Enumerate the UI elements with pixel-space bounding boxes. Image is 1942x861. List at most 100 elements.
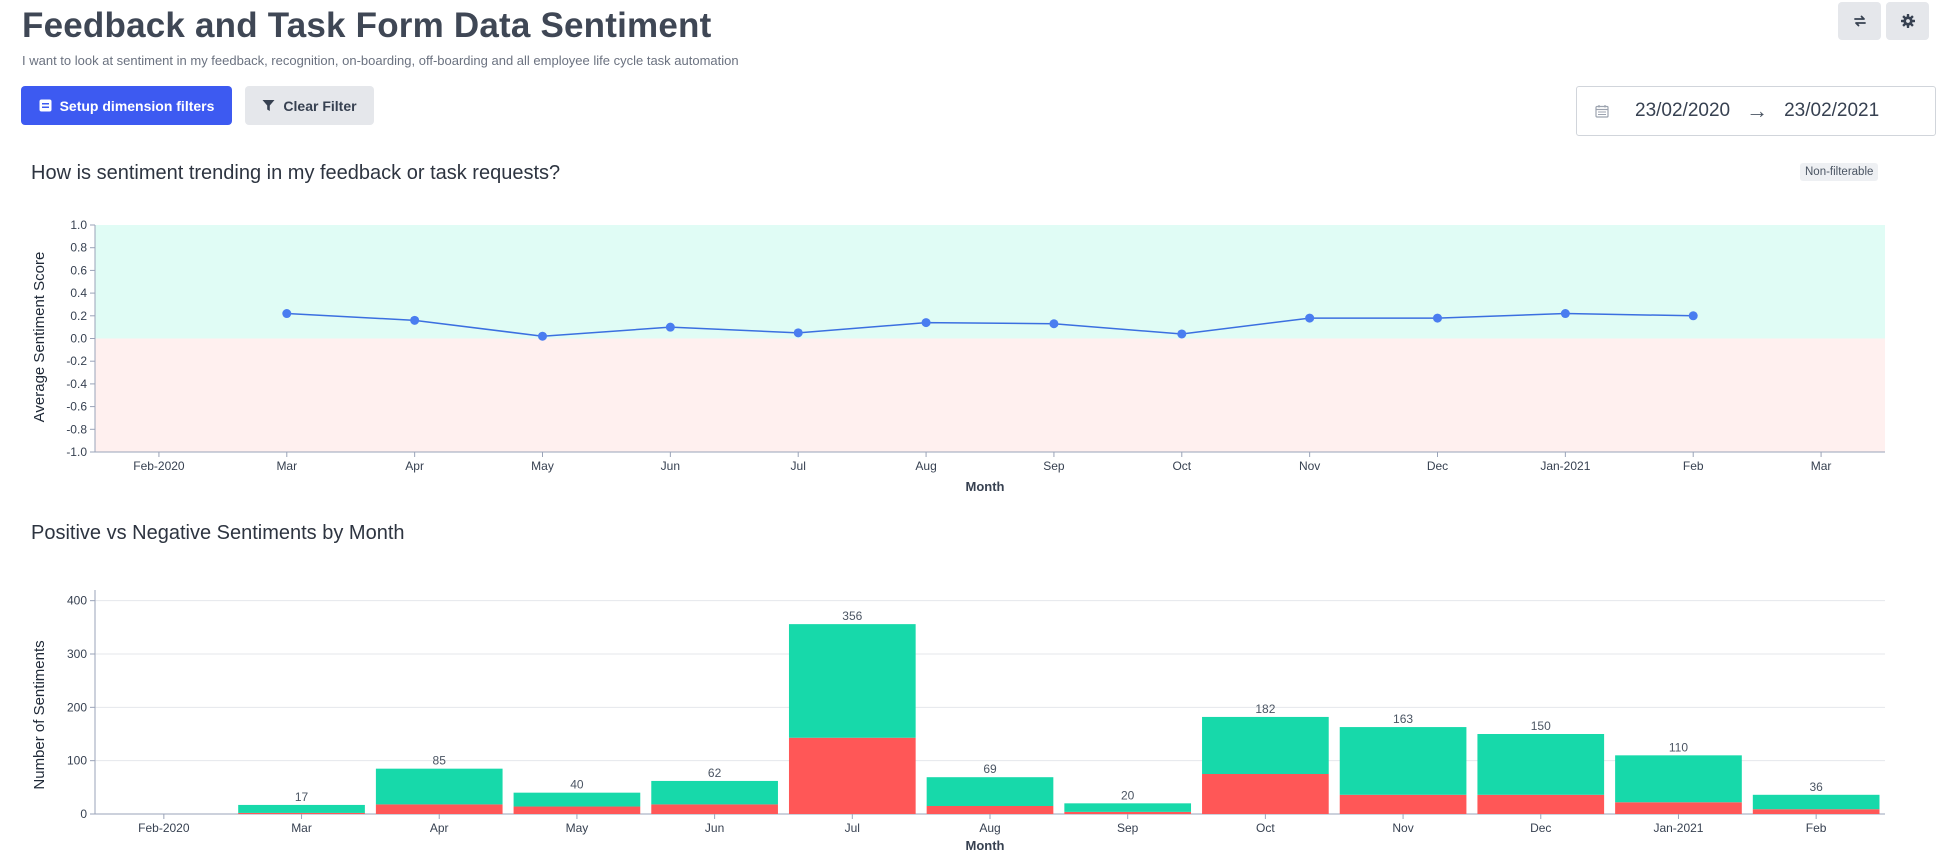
- bar-positive[interactable]: [513, 792, 641, 807]
- bar-positive[interactable]: [238, 804, 365, 813]
- bar-negative[interactable]: [1202, 774, 1329, 814]
- bar-total-label: 163: [1393, 712, 1413, 726]
- x-tick-label: Oct: [1172, 459, 1191, 473]
- bar-chart-title: Positive vs Negative Sentiments by Month: [31, 522, 405, 544]
- bar-negative[interactable]: [1064, 811, 1192, 814]
- clear-filter-label: Clear Filter: [283, 97, 357, 114]
- bar-positive[interactable]: [375, 768, 503, 805]
- bar-total-label: 69: [983, 762, 997, 776]
- page-subtitle: I want to look at sentiment in my feedba…: [22, 53, 739, 68]
- x-tick-label: Jul: [791, 459, 806, 473]
- x-tick-label: May: [566, 821, 589, 835]
- y-tick-label: -0.6: [66, 400, 87, 414]
- x-tick-label: Jan-2021: [1540, 459, 1590, 473]
- page-title: Feedback and Task Form Data Sentiment: [22, 6, 712, 45]
- x-tick-label: Aug: [979, 821, 1000, 835]
- setup-button-label: Setup dimension filters: [59, 97, 215, 114]
- x-tick-label: May: [531, 459, 554, 473]
- refresh-button[interactable]: [1838, 2, 1881, 40]
- y-tick-label: 0.4: [70, 286, 87, 300]
- y-tick-label: 0.2: [70, 309, 87, 323]
- end-date[interactable]: 23/02/2021: [1784, 100, 1880, 121]
- x-tick-label: Feb: [1683, 459, 1704, 473]
- bar-y-axis-label: Number of Sentiments: [31, 640, 48, 789]
- refresh-icon: [1853, 15, 1866, 27]
- bar-total-label: 182: [1255, 702, 1275, 716]
- data-point[interactable]: [1560, 309, 1570, 319]
- data-point[interactable]: [1688, 311, 1698, 321]
- x-tick-label: Nov: [1392, 821, 1413, 835]
- x-tick-label: Aug: [915, 459, 936, 473]
- y-tick-label: -1.0: [66, 445, 87, 459]
- bar-positive[interactable]: [1752, 794, 1880, 810]
- bar-total-label: 36: [1809, 780, 1823, 794]
- bar-positive[interactable]: [1339, 727, 1467, 795]
- x-tick-label: Oct: [1256, 821, 1275, 835]
- data-point[interactable]: [665, 322, 675, 332]
- y-tick-label: -0.4: [66, 377, 87, 391]
- data-point[interactable]: [1177, 329, 1187, 339]
- data-point[interactable]: [538, 331, 547, 341]
- clear-filter-button[interactable]: Clear Filter: [245, 86, 374, 125]
- bar-negative[interactable]: [513, 806, 641, 814]
- y-tick-label: 200: [67, 700, 87, 714]
- bar-total-label: 85: [433, 754, 447, 768]
- positive-negative-bar-chart: 400 300 200 100 0 17 85 40 62 356 69 20 182 163 150 11…: [31, 590, 1885, 853]
- data-point[interactable]: [1305, 313, 1315, 323]
- y-tick-label: 0.6: [70, 263, 87, 277]
- arrow-right-icon: →: [1746, 98, 1769, 123]
- bar-positive[interactable]: [1064, 803, 1192, 812]
- x-tick-label: Feb-2020: [138, 821, 190, 835]
- sentiment-line: [286, 312, 1694, 337]
- y-tick-label: -0.8: [66, 422, 87, 436]
- y-tick-label: 1.0: [70, 218, 87, 232]
- x-tick-label: Mar: [276, 459, 297, 473]
- bar-positive[interactable]: [1202, 716, 1329, 774]
- bar-negative[interactable]: [926, 806, 1054, 814]
- x-tick-label: Mar: [291, 821, 312, 835]
- bar-positive[interactable]: [1615, 755, 1742, 803]
- data-point[interactable]: [921, 318, 931, 328]
- line-x-axis-label: Month: [966, 479, 1005, 494]
- bar-total-label: 40: [570, 778, 584, 792]
- bar-positive[interactable]: [926, 777, 1054, 806]
- bar-total-label: 356: [842, 609, 862, 623]
- x-tick-label: Apr: [430, 821, 449, 835]
- data-point[interactable]: [410, 315, 420, 325]
- bar-x-axis-label: Month: [966, 838, 1005, 853]
- x-tick-label: Mar: [1811, 459, 1832, 473]
- setup-dimension-filters-button[interactable]: Setup dimension filters: [21, 86, 232, 125]
- bar-positive[interactable]: [1477, 734, 1605, 795]
- bar-total-label: 150: [1531, 719, 1551, 733]
- data-point[interactable]: [793, 328, 803, 338]
- bar-negative[interactable]: [651, 804, 778, 814]
- x-tick-label: Apr: [405, 459, 424, 473]
- filter-list-icon: [39, 99, 52, 112]
- line-y-axis-label: Average Sentiment Score: [31, 252, 48, 423]
- bar-negative[interactable]: [1339, 794, 1467, 814]
- start-date[interactable]: 23/02/2020: [1635, 100, 1731, 121]
- bar-total-label: 110: [1669, 740, 1688, 754]
- bar-negative[interactable]: [1752, 809, 1880, 814]
- sentiment-trend-chart: 1.0 0.8 0.6 0.4 0.2 0.0 -0.2 -0.4 -0.6 -0.8 -1.0 F…: [31, 218, 1885, 494]
- bar-positive[interactable]: [788, 624, 916, 738]
- date-range-picker[interactable]: 23/02/2020 → 23/02/2021: [1576, 86, 1936, 136]
- x-tick-label: Sep: [1043, 459, 1065, 473]
- bar-negative[interactable]: [1477, 794, 1605, 814]
- gear-icon: [1900, 14, 1915, 28]
- calendar-icon: [1595, 104, 1609, 118]
- negative-band: [95, 338, 1885, 452]
- bar-negative[interactable]: [788, 737, 916, 814]
- bar-positive[interactable]: [651, 780, 778, 805]
- x-tick-label: Feb-2020: [133, 459, 185, 473]
- bar-negative[interactable]: [375, 804, 503, 814]
- data-point[interactable]: [1049, 319, 1059, 329]
- y-tick-label: 0: [80, 807, 87, 821]
- y-tick-label: -0.2: [66, 354, 87, 368]
- settings-button[interactable]: [1886, 2, 1929, 40]
- bar-negative[interactable]: [1615, 802, 1742, 814]
- data-point[interactable]: [282, 309, 292, 319]
- data-point[interactable]: [1433, 313, 1442, 323]
- bar-negative[interactable]: [238, 812, 365, 814]
- bar-total-label: 20: [1121, 788, 1135, 802]
